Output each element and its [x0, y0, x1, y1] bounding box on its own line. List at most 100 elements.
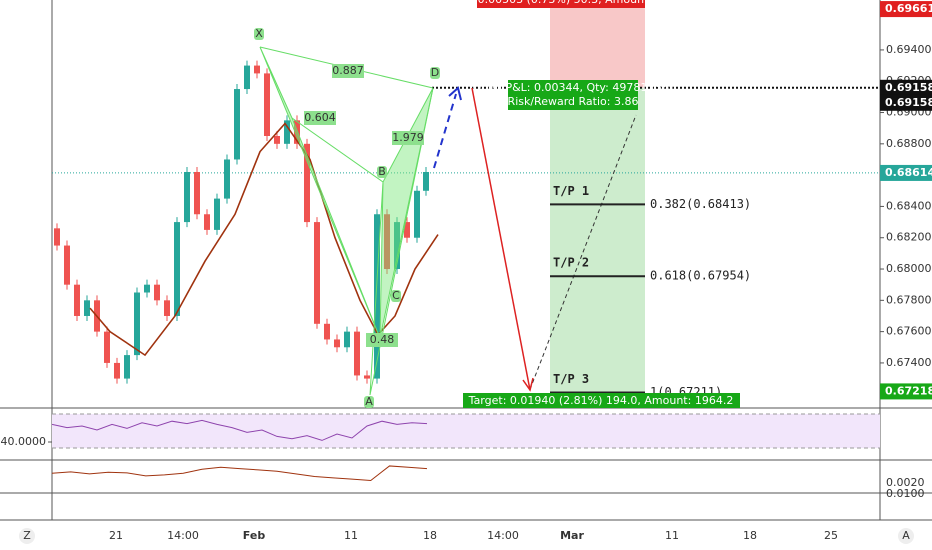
price-label-bg	[880, 79, 932, 96]
pattern-point-bg	[391, 290, 401, 302]
ratio-bg	[392, 131, 424, 145]
y-tick-label: 0.68000	[886, 262, 932, 275]
pattern-point-bg	[430, 67, 440, 79]
candle	[174, 222, 180, 316]
candle	[164, 300, 170, 316]
rr-text: Risk/Reward Ratio: 3.86	[508, 95, 639, 108]
projection	[529, 114, 637, 390]
pnl-box	[508, 80, 638, 110]
footer-icon[interactable]	[19, 528, 35, 544]
ratio: 0.604	[304, 111, 336, 124]
ratio-bg	[366, 333, 398, 347]
pattern-point-bg	[254, 28, 264, 40]
ratio: 0.887	[332, 64, 364, 77]
footer-right[interactable]: A	[902, 529, 910, 542]
ratio: 1.979	[392, 131, 424, 144]
trade-arrow	[471, 87, 531, 391]
pnl-text: Open P&L: 0.00344, Qty: 49781 (36)	[473, 81, 674, 94]
candle	[304, 143, 310, 223]
pattern-point: X	[255, 27, 263, 40]
y-tick-label: 0.69400	[886, 43, 932, 56]
ratio: 0.48	[370, 333, 395, 346]
target-box	[463, 393, 740, 408]
candle	[194, 171, 200, 215]
candle	[134, 292, 140, 356]
tp-name: T/P 3	[553, 372, 589, 386]
price-label: 0.69661	[885, 2, 932, 15]
x-tick-label: Mar	[560, 529, 584, 542]
ratio-bg	[332, 64, 364, 78]
candle	[344, 331, 350, 348]
footer-left[interactable]: Z	[23, 529, 31, 542]
tp-name: T/P 2	[553, 256, 589, 270]
tp-label: 0.618(0.67954)	[650, 269, 751, 283]
x-tick-label: 11	[344, 529, 358, 542]
candle	[254, 65, 260, 74]
stop-zone	[550, 0, 645, 88]
pattern-point: A	[365, 395, 373, 408]
rsi-line	[51, 419, 428, 441]
price-label: 0.67218	[885, 384, 932, 397]
y-tick-label: 0.68200	[886, 231, 932, 244]
price-label-bg	[880, 164, 932, 181]
candle	[284, 120, 290, 144]
pattern-point: C	[392, 289, 400, 302]
trade-arrow-head	[522, 377, 534, 392]
candle	[324, 323, 330, 340]
candle	[354, 331, 360, 376]
rsi-band	[52, 414, 880, 448]
candle	[234, 89, 240, 160]
candle	[264, 73, 270, 136]
candle	[384, 214, 390, 270]
y-tick-label: 0.67800	[886, 293, 932, 306]
x-tick-label: 11	[665, 529, 679, 542]
candle	[214, 198, 220, 230]
y-tick-label: 0.67600	[886, 325, 932, 338]
footer-icon[interactable]	[898, 528, 914, 544]
y-tick-label: 0.68400	[886, 199, 932, 212]
macd-line	[51, 465, 428, 481]
target-zone	[550, 87, 645, 392]
y-tick-label: 0.67400	[886, 356, 932, 369]
candle	[54, 228, 60, 246]
candle	[423, 171, 429, 191]
candle	[404, 222, 410, 238]
x-tick-label: Feb	[243, 529, 266, 542]
candle	[124, 355, 130, 379]
stop-box	[477, 0, 645, 8]
candle	[414, 190, 420, 238]
candle	[144, 284, 150, 293]
price-label-bg	[880, 383, 932, 400]
x-tick-label: 18	[743, 529, 757, 542]
pattern-leg	[291, 87, 434, 396]
pattern-xab	[259, 46, 381, 339]
candle	[364, 375, 370, 379]
candle	[204, 214, 210, 230]
candle	[244, 65, 250, 90]
price-label: 0.69158	[885, 81, 932, 94]
candle	[334, 339, 340, 348]
candle	[74, 284, 80, 316]
candle	[184, 171, 190, 223]
stop-text: Stop: 0.00503 (0.73%) 50.3, Amount: 750	[445, 0, 676, 6]
candle	[114, 362, 120, 379]
tp-label: 0.382(0.68413)	[650, 197, 751, 211]
target-text: Target: 0.01940 (2.81%) 194.0, Amount: 1…	[468, 394, 734, 407]
candle	[394, 222, 400, 270]
x-tick-label: 14:00	[487, 529, 519, 542]
price-label: 0.69158	[885, 96, 932, 109]
candle	[84, 300, 90, 316]
x-tick-label: 21	[109, 529, 123, 542]
x-tick-label: 14:00	[167, 529, 199, 542]
pattern-point: D	[431, 66, 439, 79]
x-tick-label: 18	[423, 529, 437, 542]
macd-label: 0.0100	[886, 487, 925, 500]
tp-name: T/P 1	[553, 184, 589, 198]
forecast-arrow-head	[448, 86, 462, 101]
x-tick-label: 25	[824, 529, 838, 542]
candle	[64, 245, 70, 285]
ratio-bg	[304, 111, 336, 125]
candle	[224, 159, 230, 199]
ma-line	[89, 122, 439, 357]
